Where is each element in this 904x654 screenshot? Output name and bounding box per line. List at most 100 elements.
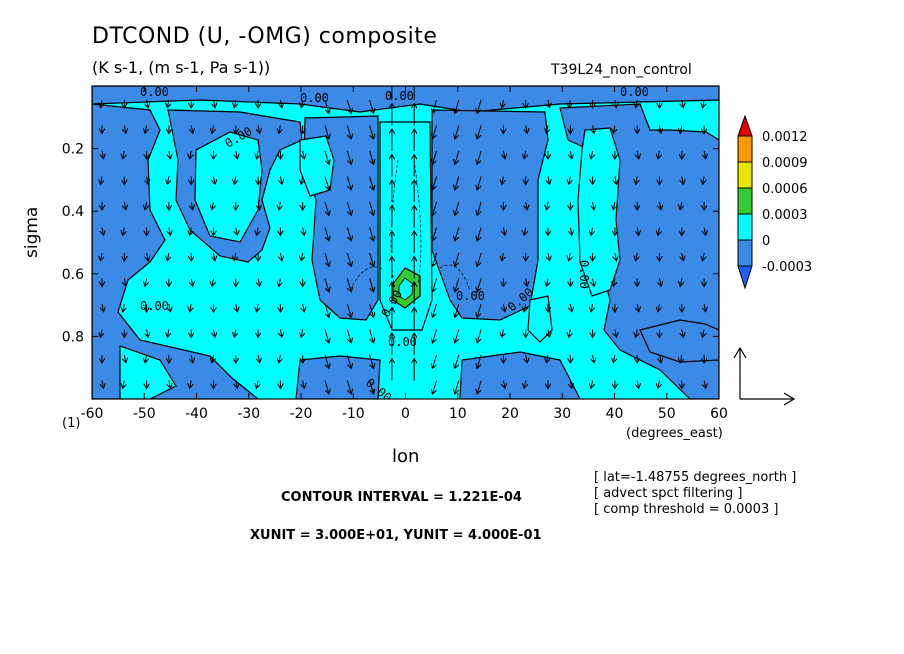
vector-arrow bbox=[167, 99, 169, 108]
vector-arrow bbox=[145, 125, 147, 134]
vector-arrow bbox=[257, 380, 259, 389]
colorbar-label: 0.0009 bbox=[762, 156, 808, 171]
vector-arrow bbox=[569, 176, 571, 185]
vector-arrow bbox=[432, 354, 437, 368]
vector-arrow bbox=[190, 227, 192, 236]
vector-arrow bbox=[503, 227, 505, 236]
vector-arrow bbox=[123, 150, 125, 159]
vector-arrow bbox=[682, 176, 684, 185]
vector-arrow bbox=[455, 125, 460, 139]
vector-arrow bbox=[526, 354, 528, 363]
vector-arrow bbox=[455, 380, 460, 394]
colorbar-segment bbox=[737, 239, 753, 267]
vector-arrow bbox=[369, 278, 374, 292]
vector-arrow bbox=[279, 278, 281, 287]
x-tick-label: 0 bbox=[401, 406, 410, 422]
vector-arrow bbox=[324, 125, 329, 139]
vector-arrow bbox=[660, 354, 662, 363]
vector-arrow bbox=[169, 303, 171, 312]
colorbar-label: 0 bbox=[762, 234, 770, 249]
vector-arrow bbox=[526, 125, 528, 134]
vector-arrow bbox=[346, 252, 351, 266]
vector-arrow bbox=[303, 150, 305, 159]
colorbar-segment bbox=[737, 213, 753, 241]
vector-arrow bbox=[636, 329, 638, 338]
note-lat: [ lat=-1.48755 degrees_north ] bbox=[594, 470, 797, 485]
vector-arrow bbox=[346, 227, 351, 241]
vector-arrow bbox=[301, 252, 303, 261]
vector-arrow bbox=[369, 227, 374, 241]
vector-arrow bbox=[593, 125, 595, 134]
vector-arrow bbox=[169, 380, 171, 389]
vector-arrow bbox=[212, 278, 214, 287]
thin-contours bbox=[349, 159, 471, 291]
x-tick-label: 60 bbox=[710, 406, 728, 422]
vector-arrow bbox=[145, 354, 147, 363]
vector-arrow bbox=[236, 227, 238, 236]
run-name: T39L24_non_control bbox=[551, 62, 692, 78]
vector-arrow bbox=[477, 150, 482, 164]
y-axis-corner-label: (1) bbox=[62, 416, 81, 431]
vector-arrow bbox=[613, 201, 615, 210]
vector-arrow bbox=[591, 380, 593, 389]
vector-arrow bbox=[324, 176, 329, 190]
vector-arrow bbox=[570, 380, 572, 389]
colorbar-segment bbox=[737, 161, 753, 189]
vector-arrow bbox=[526, 278, 528, 287]
vector-arrow bbox=[593, 201, 595, 210]
x-axis-units: (degrees_east) bbox=[626, 426, 723, 441]
vector-arrow bbox=[369, 125, 374, 139]
vector-arrow bbox=[214, 252, 216, 261]
vector-arrow bbox=[546, 201, 548, 210]
vector-arrow bbox=[455, 150, 460, 164]
vector-arrow bbox=[102, 380, 104, 389]
vector-arrow bbox=[432, 278, 437, 292]
vector-arrow bbox=[346, 99, 351, 113]
vector-arrow bbox=[100, 329, 102, 338]
vector-arrow bbox=[346, 176, 351, 190]
vector-arrow bbox=[477, 380, 482, 394]
vector-arrow bbox=[124, 354, 126, 363]
vector-arrow bbox=[369, 99, 374, 113]
region-central-right bbox=[431, 109, 549, 321]
vector-arrow bbox=[680, 278, 682, 287]
vector-arrow bbox=[615, 329, 617, 338]
vector-arrow bbox=[324, 278, 329, 292]
vector-arrow bbox=[546, 278, 548, 287]
vector-arrow bbox=[234, 329, 236, 338]
vector-arrow bbox=[680, 354, 682, 363]
region-top-band bbox=[92, 86, 719, 113]
vector-arrow bbox=[455, 176, 460, 190]
vector-arrow bbox=[234, 176, 236, 185]
vector-arrow bbox=[615, 99, 617, 108]
vector-arrow bbox=[637, 380, 639, 389]
vector-arrow bbox=[680, 125, 682, 134]
vector-arrow bbox=[369, 150, 374, 164]
x-axis-label: lon bbox=[392, 446, 420, 467]
vector-arrow bbox=[123, 380, 125, 389]
vector-arrow bbox=[100, 176, 102, 185]
vector-arrow bbox=[303, 227, 305, 236]
vector-arrow bbox=[591, 227, 593, 236]
vector-arrow bbox=[303, 380, 305, 389]
x-tick-label: -20 bbox=[290, 406, 313, 422]
vector-arrow bbox=[477, 201, 482, 215]
vector-arrow bbox=[324, 329, 329, 343]
vector-arrow bbox=[455, 303, 460, 317]
vector-arrow bbox=[636, 99, 638, 108]
vector-arrow bbox=[432, 380, 437, 394]
vector-arrow bbox=[569, 252, 571, 261]
vector-arrow bbox=[346, 303, 351, 317]
vector-arrow bbox=[369, 201, 374, 215]
vector-arrow bbox=[455, 201, 460, 215]
vector-arrow bbox=[524, 150, 526, 159]
island-bottom-left bbox=[119, 345, 177, 399]
vector-arrow bbox=[124, 201, 126, 210]
vector-arrow bbox=[324, 380, 329, 394]
vector-arrow bbox=[369, 252, 374, 266]
vector-arrow bbox=[432, 303, 437, 317]
vector-arrow bbox=[102, 303, 104, 312]
vector-arrow bbox=[324, 252, 329, 266]
vector-arrow bbox=[613, 354, 615, 363]
